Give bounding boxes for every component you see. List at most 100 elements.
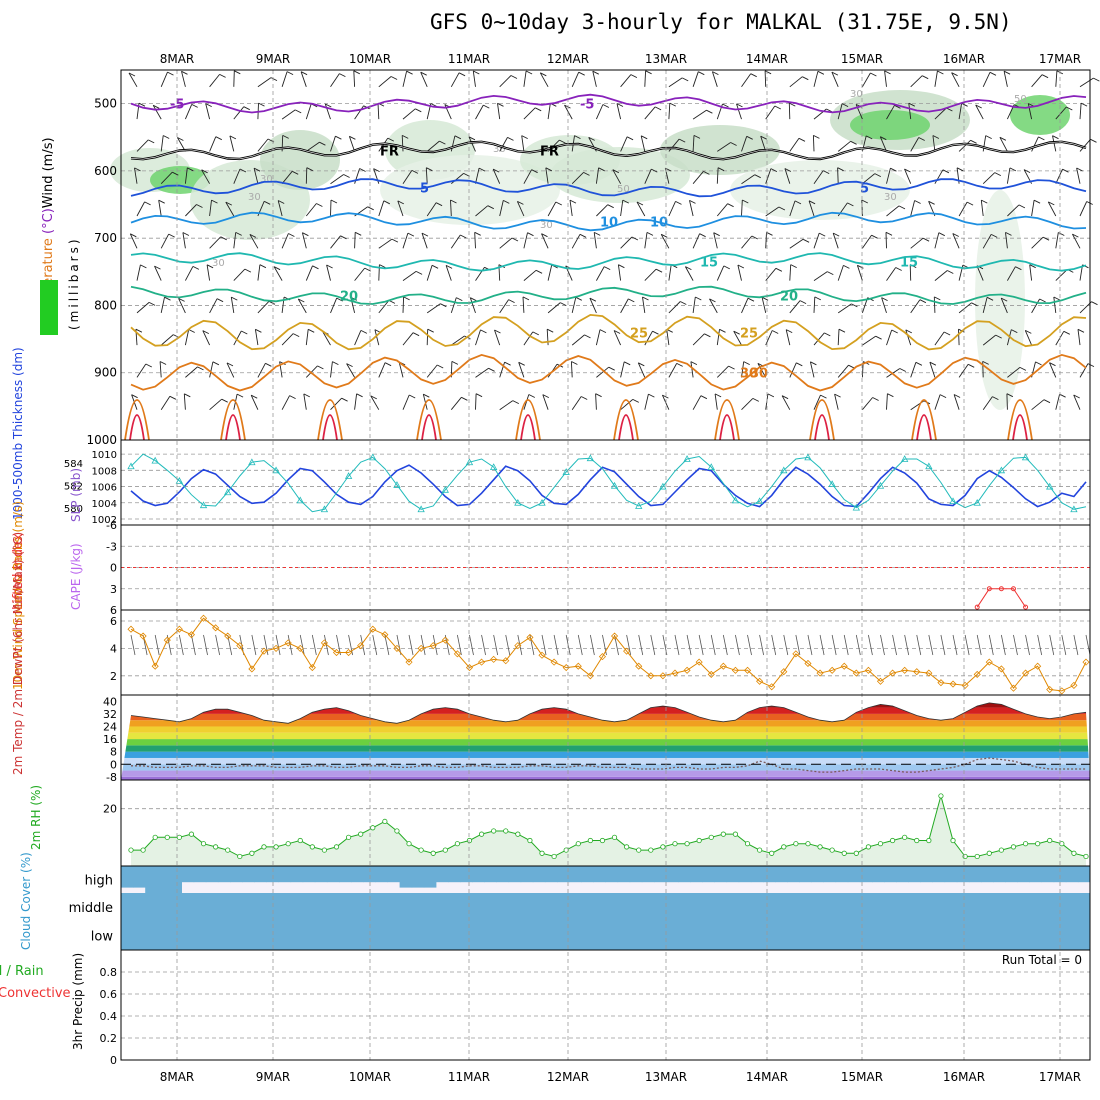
wind-barb-flag <box>623 361 631 366</box>
pressure-tick-label: 1000 <box>86 433 117 447</box>
wind-barb-flag <box>646 231 654 236</box>
surface-wind-barb <box>348 634 353 656</box>
wind-barb-flag <box>435 202 443 207</box>
surface-wind-barb <box>940 634 946 656</box>
wind-barb-flag <box>220 236 227 241</box>
wind-barb-flag <box>713 232 720 237</box>
slp-marker <box>1046 482 1054 490</box>
cape-marker <box>1023 604 1029 610</box>
wind-barb <box>499 75 512 88</box>
wind-barb-flag <box>131 394 138 399</box>
wind-barb <box>402 71 408 87</box>
surface-wind-barb <box>311 634 317 656</box>
date-label-bottom: 15MAR <box>841 1070 883 1084</box>
wind-barb-flag <box>288 233 295 237</box>
wind-barb <box>330 397 342 411</box>
wind-barb-flag <box>652 330 659 335</box>
rh2m-marker <box>370 825 376 831</box>
temp-color-band <box>121 751 1090 758</box>
wind-unit-label: (m/s) <box>41 137 56 171</box>
wind-barb <box>982 396 993 410</box>
precip-tick-label: 0.8 <box>100 966 118 979</box>
wind-barb-flag <box>350 296 358 301</box>
wind-barb <box>474 232 476 249</box>
wind-barb <box>249 234 259 249</box>
wind-barb <box>886 393 888 410</box>
wind-barb-flag <box>699 233 706 238</box>
wind-barb <box>160 334 174 346</box>
wind-barb-flag <box>752 397 760 402</box>
wind-barb-flag <box>460 234 467 239</box>
cloud-bar <box>387 866 401 883</box>
wind-barb <box>545 167 549 184</box>
wind-barb-flag <box>1093 77 1100 82</box>
wind-barb-flag <box>690 361 698 366</box>
wind-barb <box>716 203 728 217</box>
slp-marker <box>1021 453 1030 461</box>
wind-barb <box>781 395 791 410</box>
slp-marker <box>610 481 619 489</box>
temp-tick-label: 40 <box>103 695 117 708</box>
wind-barb <box>426 329 429 346</box>
cloud-bar <box>1065 921 1079 950</box>
wind-barb <box>182 232 186 249</box>
wind-barb-flag <box>651 168 658 173</box>
isotherm-loop <box>124 399 150 441</box>
wind-barb <box>982 172 996 185</box>
cloud-bar <box>617 921 631 950</box>
wind-barb <box>760 136 767 152</box>
wind-barb-flag <box>454 135 462 140</box>
wind-barb-flag <box>951 72 958 77</box>
slp-marker <box>731 496 740 504</box>
wind-barb-flag <box>636 201 644 206</box>
cloud-bar <box>847 866 861 883</box>
wind-barb <box>886 368 901 378</box>
wind-barb-flag <box>1042 236 1050 241</box>
wind-barb-flag <box>870 72 877 77</box>
surface-wind-barb <box>831 634 837 656</box>
cloud-bar <box>399 921 413 950</box>
pressure-tick-label: 600 <box>94 164 117 178</box>
wind-barb <box>202 330 211 346</box>
temp-tick-label: -8 <box>106 771 117 784</box>
wind-barb <box>1077 329 1081 346</box>
wind-barb-flag <box>709 298 716 303</box>
isotherm-label: FR <box>380 145 399 160</box>
wind-barb <box>183 393 186 410</box>
cloud-bar <box>678 921 691 950</box>
cape-marker <box>998 586 1004 592</box>
li-tick-label: 3 <box>110 583 117 596</box>
cloud-bar <box>254 921 267 950</box>
wind-barb-flag <box>154 265 161 270</box>
surface-wind-barb <box>1085 634 1091 656</box>
rh2m-marker <box>1083 853 1089 860</box>
cloud-bar <box>314 866 328 883</box>
slp-marker <box>852 503 860 511</box>
wind-barb-flag <box>754 174 761 179</box>
wind-speed-marker <box>792 650 800 658</box>
wind-speed-marker <box>332 648 341 657</box>
wind-barb <box>933 296 936 313</box>
wind-barb-flag <box>645 70 652 75</box>
rh2m-marker <box>986 850 992 856</box>
wind-barb <box>475 104 484 120</box>
wind-barb <box>668 138 680 152</box>
wind-barb <box>225 201 235 217</box>
wind-barb-flag <box>294 109 302 114</box>
wind-barb-flag <box>712 71 719 76</box>
rh2m-marker <box>261 844 267 850</box>
surface-wind-barb <box>1049 634 1055 656</box>
temp-color-band <box>121 745 1090 752</box>
wind-barb <box>668 103 671 120</box>
wind-speed-marker <box>1034 662 1042 670</box>
wind-barb-flag <box>1053 296 1061 301</box>
slp-marker <box>175 477 184 484</box>
wind-barb-flag <box>943 331 951 336</box>
cloud-bar <box>835 921 849 950</box>
wind-barb-flag <box>335 135 342 140</box>
wind-barb-flag <box>302 232 309 237</box>
cloud-bar <box>811 866 824 883</box>
wind-barb-flag <box>1025 329 1032 334</box>
wind-barb-flag <box>326 264 333 269</box>
wind-barb <box>281 109 296 120</box>
